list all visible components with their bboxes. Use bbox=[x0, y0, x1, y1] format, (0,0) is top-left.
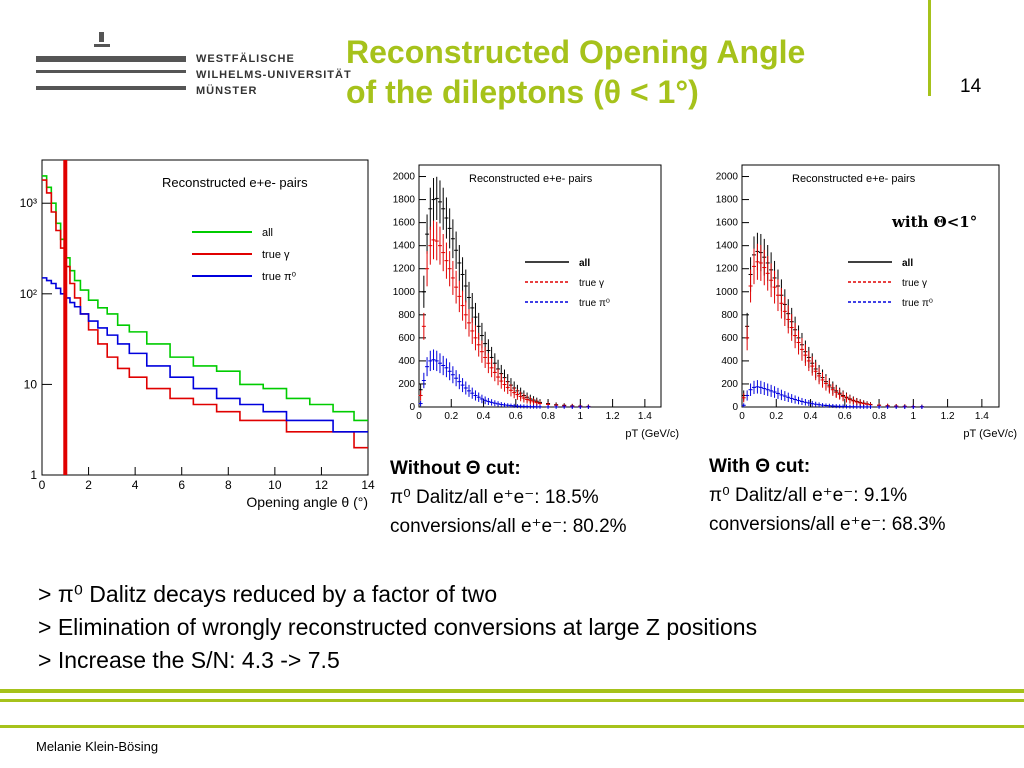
y-tick-label: 0 bbox=[732, 402, 738, 413]
page-number: 14 bbox=[960, 76, 982, 97]
y-tick-label: 600 bbox=[721, 333, 738, 344]
chart-title: Reconstructed e+e- pairs bbox=[792, 173, 916, 185]
bullet-item: > π⁰ Dalitz decays reduced by a factor o… bbox=[38, 581, 498, 607]
x-tick-label: 8 bbox=[225, 478, 232, 492]
caption-dalitz: π⁰ Dalitz/all e⁺e⁻: 18.5% bbox=[390, 487, 599, 508]
footer-author: Melanie Klein-Bösing bbox=[36, 739, 159, 754]
series-line-2 bbox=[42, 277, 368, 433]
x-tick-label: 1.2 bbox=[941, 411, 955, 422]
x-tick-label: 1.2 bbox=[606, 411, 620, 422]
y-tick-label: 2000 bbox=[393, 172, 416, 183]
footer-rule bbox=[0, 689, 1024, 693]
legend-label: all bbox=[262, 227, 273, 239]
y-tick-label: 400 bbox=[398, 356, 415, 367]
footer-rule bbox=[0, 725, 1024, 728]
chart-title: Reconstructed e+e- pairs bbox=[469, 173, 593, 185]
y-tick-label: 10² bbox=[20, 287, 37, 301]
caption-conversions: conversions/all e⁺e⁻: 68.3% bbox=[709, 514, 946, 535]
legend-label: all bbox=[902, 258, 913, 269]
y-tick-label: 10 bbox=[24, 377, 38, 391]
university-logo bbox=[36, 32, 186, 90]
pt-chart-without-cut: 0 0.2 0.4 0.6 0.8 1 1.2 1.4 200 400 600 800 1000 1200… bbox=[393, 164, 679, 440]
legend-label: true π⁰ bbox=[579, 298, 610, 309]
x-tick-label: 6 bbox=[178, 478, 185, 492]
x-tick-label: 0 bbox=[416, 411, 422, 422]
pt-chart-with-cut: 0 0.2 0.4 0.6 0.8 1 1.2 1.4 200 400 600 800 1000 1200… bbox=[716, 164, 1017, 440]
y-tick-label: 1400 bbox=[716, 241, 739, 252]
y-tick-label: 10³ bbox=[20, 196, 37, 210]
y-tick-label: 1800 bbox=[716, 195, 739, 206]
caption-heading: Without Θ cut: bbox=[390, 458, 521, 479]
caption-with-cut: With Θ cut: π⁰ Dalitz/all e⁺e⁻: 9.1% con… bbox=[709, 452, 946, 539]
y-tick-label: 1400 bbox=[393, 241, 416, 252]
y-tick-label: 0 bbox=[409, 402, 415, 413]
x-tick-label: 0 bbox=[39, 478, 46, 492]
legend-label: true γ bbox=[262, 249, 290, 261]
y-tick-label: 800 bbox=[721, 310, 738, 321]
x-tick-label: 0.6 bbox=[838, 411, 852, 422]
slide-title: Reconstructed Opening Angle of the dilep… bbox=[346, 34, 806, 110]
chart-title: Reconstructed e+e- pairs bbox=[162, 175, 308, 190]
y-tick-label: 1800 bbox=[393, 195, 416, 206]
x-axis-label: Opening angle θ (°) bbox=[246, 494, 368, 510]
chart-annotation: with Θ<1° bbox=[891, 213, 977, 231]
caption-conversions: conversions/all e⁺e⁻: 80.2% bbox=[390, 516, 627, 537]
x-tick-label: 1 bbox=[911, 411, 917, 422]
footer-rule bbox=[0, 699, 1024, 702]
y-tick-label: 200 bbox=[721, 379, 738, 390]
legend-label: true π⁰ bbox=[902, 298, 933, 309]
bullet-item: > Increase the S/N: 4.3 -> 7.5 bbox=[38, 647, 340, 673]
x-tick-label: 0.2 bbox=[769, 411, 783, 422]
y-tick-label: 1000 bbox=[393, 287, 416, 298]
y-tick-label: 1000 bbox=[716, 287, 739, 298]
x-tick-label: 0.4 bbox=[477, 411, 491, 422]
header-divider bbox=[928, 0, 931, 96]
x-tick-label: 4 bbox=[132, 478, 139, 492]
y-tick-label: 1600 bbox=[716, 218, 739, 229]
summary-bullets: > π⁰ Dalitz decays reduced by a factor o… bbox=[38, 578, 838, 677]
plot-frame bbox=[41, 159, 369, 476]
series-line-1 bbox=[42, 179, 368, 449]
y-tick-label: 1 bbox=[30, 468, 37, 482]
x-axis-label: pT (GeV/c) bbox=[963, 428, 1017, 440]
y-tick-label: 400 bbox=[721, 356, 738, 367]
y-tick-label: 1600 bbox=[393, 218, 416, 229]
x-tick-label: 10 bbox=[268, 478, 282, 492]
caption-without-cut: Without Θ cut: π⁰ Dalitz/all e⁺e⁻: 18.5%… bbox=[390, 454, 627, 541]
y-tick-label: 2000 bbox=[716, 172, 739, 183]
x-tick-label: 0.4 bbox=[804, 411, 818, 422]
legend-label: all bbox=[579, 258, 590, 269]
opening-angle-chart: 0 2 4 6 8 10 12 14 1 10 10² 10³ Reconstructed e+e- p… bbox=[20, 159, 375, 510]
x-tick-label: 1.4 bbox=[975, 411, 989, 422]
university-name: Westfälische Wilhelms-Universität Münste… bbox=[196, 53, 352, 97]
plot-frame bbox=[418, 164, 662, 408]
x-tick-label: 0.8 bbox=[872, 411, 886, 422]
caption-dalitz: π⁰ Dalitz/all e⁺e⁻: 9.1% bbox=[709, 485, 908, 506]
x-tick-label: 0.6 bbox=[509, 411, 523, 422]
y-tick-label: 200 bbox=[398, 379, 415, 390]
y-tick-label: 600 bbox=[398, 333, 415, 344]
y-tick-label: 800 bbox=[398, 310, 415, 321]
x-tick-label: 0.2 bbox=[444, 411, 458, 422]
bullet-item: > Elimination of wrongly reconstructed c… bbox=[38, 614, 758, 640]
caption-heading: With Θ cut: bbox=[709, 456, 811, 477]
legend-label: true γ bbox=[579, 278, 604, 289]
legend-label: true π⁰ bbox=[262, 271, 297, 283]
x-tick-label: 0 bbox=[739, 411, 745, 422]
y-tick-label: 1200 bbox=[716, 264, 739, 275]
x-tick-label: 2 bbox=[85, 478, 92, 492]
x-axis-label: pT (GeV/c) bbox=[625, 428, 679, 440]
plot-frame bbox=[741, 164, 1000, 408]
x-tick-label: 0.8 bbox=[541, 411, 555, 422]
legend-label: true γ bbox=[902, 278, 927, 289]
y-tick-label: 1200 bbox=[393, 264, 416, 275]
x-tick-label: 12 bbox=[315, 478, 329, 492]
x-tick-label: 1.4 bbox=[638, 411, 652, 422]
x-tick-label: 1 bbox=[578, 411, 584, 422]
x-tick-label: 14 bbox=[361, 478, 375, 492]
